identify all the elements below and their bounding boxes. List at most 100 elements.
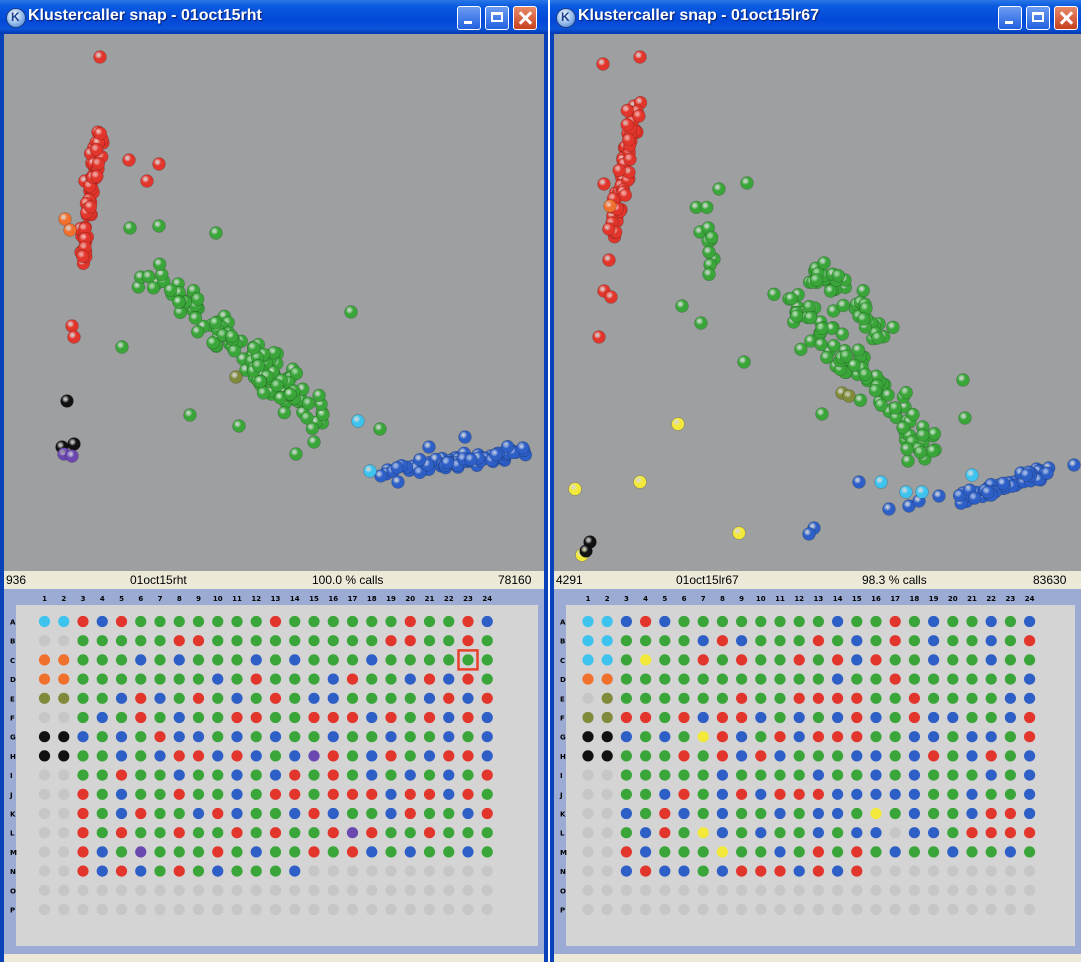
plate-well-J13[interactable] [269,788,282,800]
plate-well-K19[interactable] [385,807,397,820]
plate-well-I19[interactable] [385,769,397,781]
plate-well-O3[interactable] [77,884,89,896]
plate-well-P15[interactable] [308,903,320,916]
plate-well-P10[interactable] [755,903,767,916]
plate-well-M19[interactable] [928,846,940,858]
plate-well-C9[interactable] [736,654,748,666]
plate-well-E17[interactable] [346,692,359,704]
plate-well-F13[interactable] [269,711,282,724]
plate-well-B17[interactable] [889,635,901,647]
plate-well-C22[interactable] [443,654,455,666]
plate-well-M18[interactable] [908,846,920,858]
plate-well-K10[interactable] [212,807,224,820]
plate-well-K2[interactable] [58,807,70,820]
plate-well-A1[interactable] [582,615,594,628]
plate-well-G24[interactable] [1024,731,1036,743]
plate-well-I18[interactable] [908,769,920,781]
plate-well-C2[interactable] [58,654,70,666]
plate-well-F22[interactable] [443,711,455,724]
plate-well-K6[interactable] [135,807,147,820]
plate-well-E3[interactable] [77,692,89,704]
plate-well-N6[interactable] [135,865,147,877]
plate-well-G7[interactable] [154,731,166,743]
plate-well-I24[interactable] [1024,769,1036,781]
plate-well-N21[interactable] [966,865,978,877]
plate-well-N15[interactable] [308,865,320,877]
plate-well-E4[interactable] [96,692,108,704]
plate-well-P16[interactable] [327,903,339,916]
plate-well-K16[interactable] [870,807,882,820]
plate-well-F1[interactable] [38,711,51,724]
plate-well-H6[interactable] [135,750,147,762]
plate-well-G18[interactable] [366,731,378,743]
plate-well-O13[interactable] [812,884,824,896]
plate-well-D20[interactable] [947,673,959,685]
plate-well-D8[interactable] [173,673,185,685]
plate-well-H4[interactable] [96,750,108,762]
plate-well-C22[interactable] [985,654,997,666]
plate-well-A16[interactable] [870,615,882,628]
plate-well-K15[interactable] [851,807,863,820]
plate-well-O18[interactable] [366,884,378,896]
plate-well-E14[interactable] [289,692,301,704]
plate-well-A6[interactable] [135,615,147,628]
plate-well-A14[interactable] [289,615,301,628]
plate-well-E8[interactable] [716,692,728,704]
plate-well-M8[interactable] [716,846,728,858]
plate-well-M22[interactable] [443,846,455,858]
plate-well-E9[interactable] [192,692,205,704]
plate-well-N20[interactable] [947,865,959,877]
plate-well-O20[interactable] [404,884,416,896]
plate-well-M23[interactable] [462,846,474,858]
plate-well-J2[interactable] [58,788,70,800]
plate-well-B19[interactable] [928,635,940,647]
plate-well-G3[interactable] [77,731,89,743]
plate-well-K19[interactable] [928,807,940,820]
plate-well-O19[interactable] [928,884,940,896]
plate-well-B7[interactable] [697,635,709,647]
plate-well-O21[interactable] [423,884,436,896]
plate-well-L6[interactable] [678,827,690,839]
plate-well-K8[interactable] [716,807,728,820]
plate-well-B14[interactable] [289,635,301,647]
plate-well-J22[interactable] [443,788,455,800]
plate-well-B15[interactable] [851,635,863,647]
plate-well-G24[interactable] [481,731,493,743]
plate-well-C6[interactable] [678,654,690,666]
plate-well-H4[interactable] [640,750,652,762]
plate-well-N22[interactable] [985,865,997,877]
plate-well-H21[interactable] [423,750,436,762]
plate-well-C1[interactable] [38,654,51,666]
plate-well-J24[interactable] [1024,788,1036,800]
plate-well-B20[interactable] [947,635,959,647]
plate-well-D13[interactable] [812,673,824,685]
plate-well-F8[interactable] [716,711,728,724]
plate-well-G2[interactable] [58,731,70,743]
plate-well-A3[interactable] [620,615,632,628]
plate-well-E13[interactable] [812,692,824,704]
plate-well-C8[interactable] [173,654,185,666]
plate-well-I7[interactable] [154,769,166,781]
plate-map-svg[interactable]: 1 2 3 4 5 6 7 8 9 10 11 12 13 14 15 16 17 18 19 20 21 22 23 24A… [4,589,544,954]
plate-well-I17[interactable] [889,769,901,781]
plate-well-P23[interactable] [462,903,474,916]
plate-well-I17[interactable] [346,769,359,781]
plate-well-C23[interactable] [462,654,474,666]
plate-well-D19[interactable] [928,673,940,685]
plate-well-E24[interactable] [481,692,493,704]
plate-well-C19[interactable] [928,654,940,666]
plate-well-E10[interactable] [755,692,767,704]
plate-well-E9[interactable] [736,692,748,704]
plate-well-C23[interactable] [1004,654,1016,666]
plate-well-P8[interactable] [716,903,728,916]
plate-well-A12[interactable] [250,615,262,628]
plate-well-K17[interactable] [346,807,359,820]
plate-well-J21[interactable] [966,788,978,800]
plate-well-M3[interactable] [620,846,632,858]
plate-well-B2[interactable] [601,635,613,647]
plate-well-P11[interactable] [231,903,243,916]
plate-well-N4[interactable] [96,865,108,877]
plate-well-B13[interactable] [269,635,282,647]
plate-well-M3[interactable] [77,846,89,858]
plate-well-D9[interactable] [192,673,205,685]
